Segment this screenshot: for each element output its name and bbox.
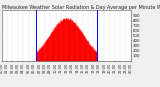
Text: Milwaukee Weather Solar Radiation & Day Average per Minute W/m2 (Today): Milwaukee Weather Solar Radiation & Day … xyxy=(2,5,160,10)
